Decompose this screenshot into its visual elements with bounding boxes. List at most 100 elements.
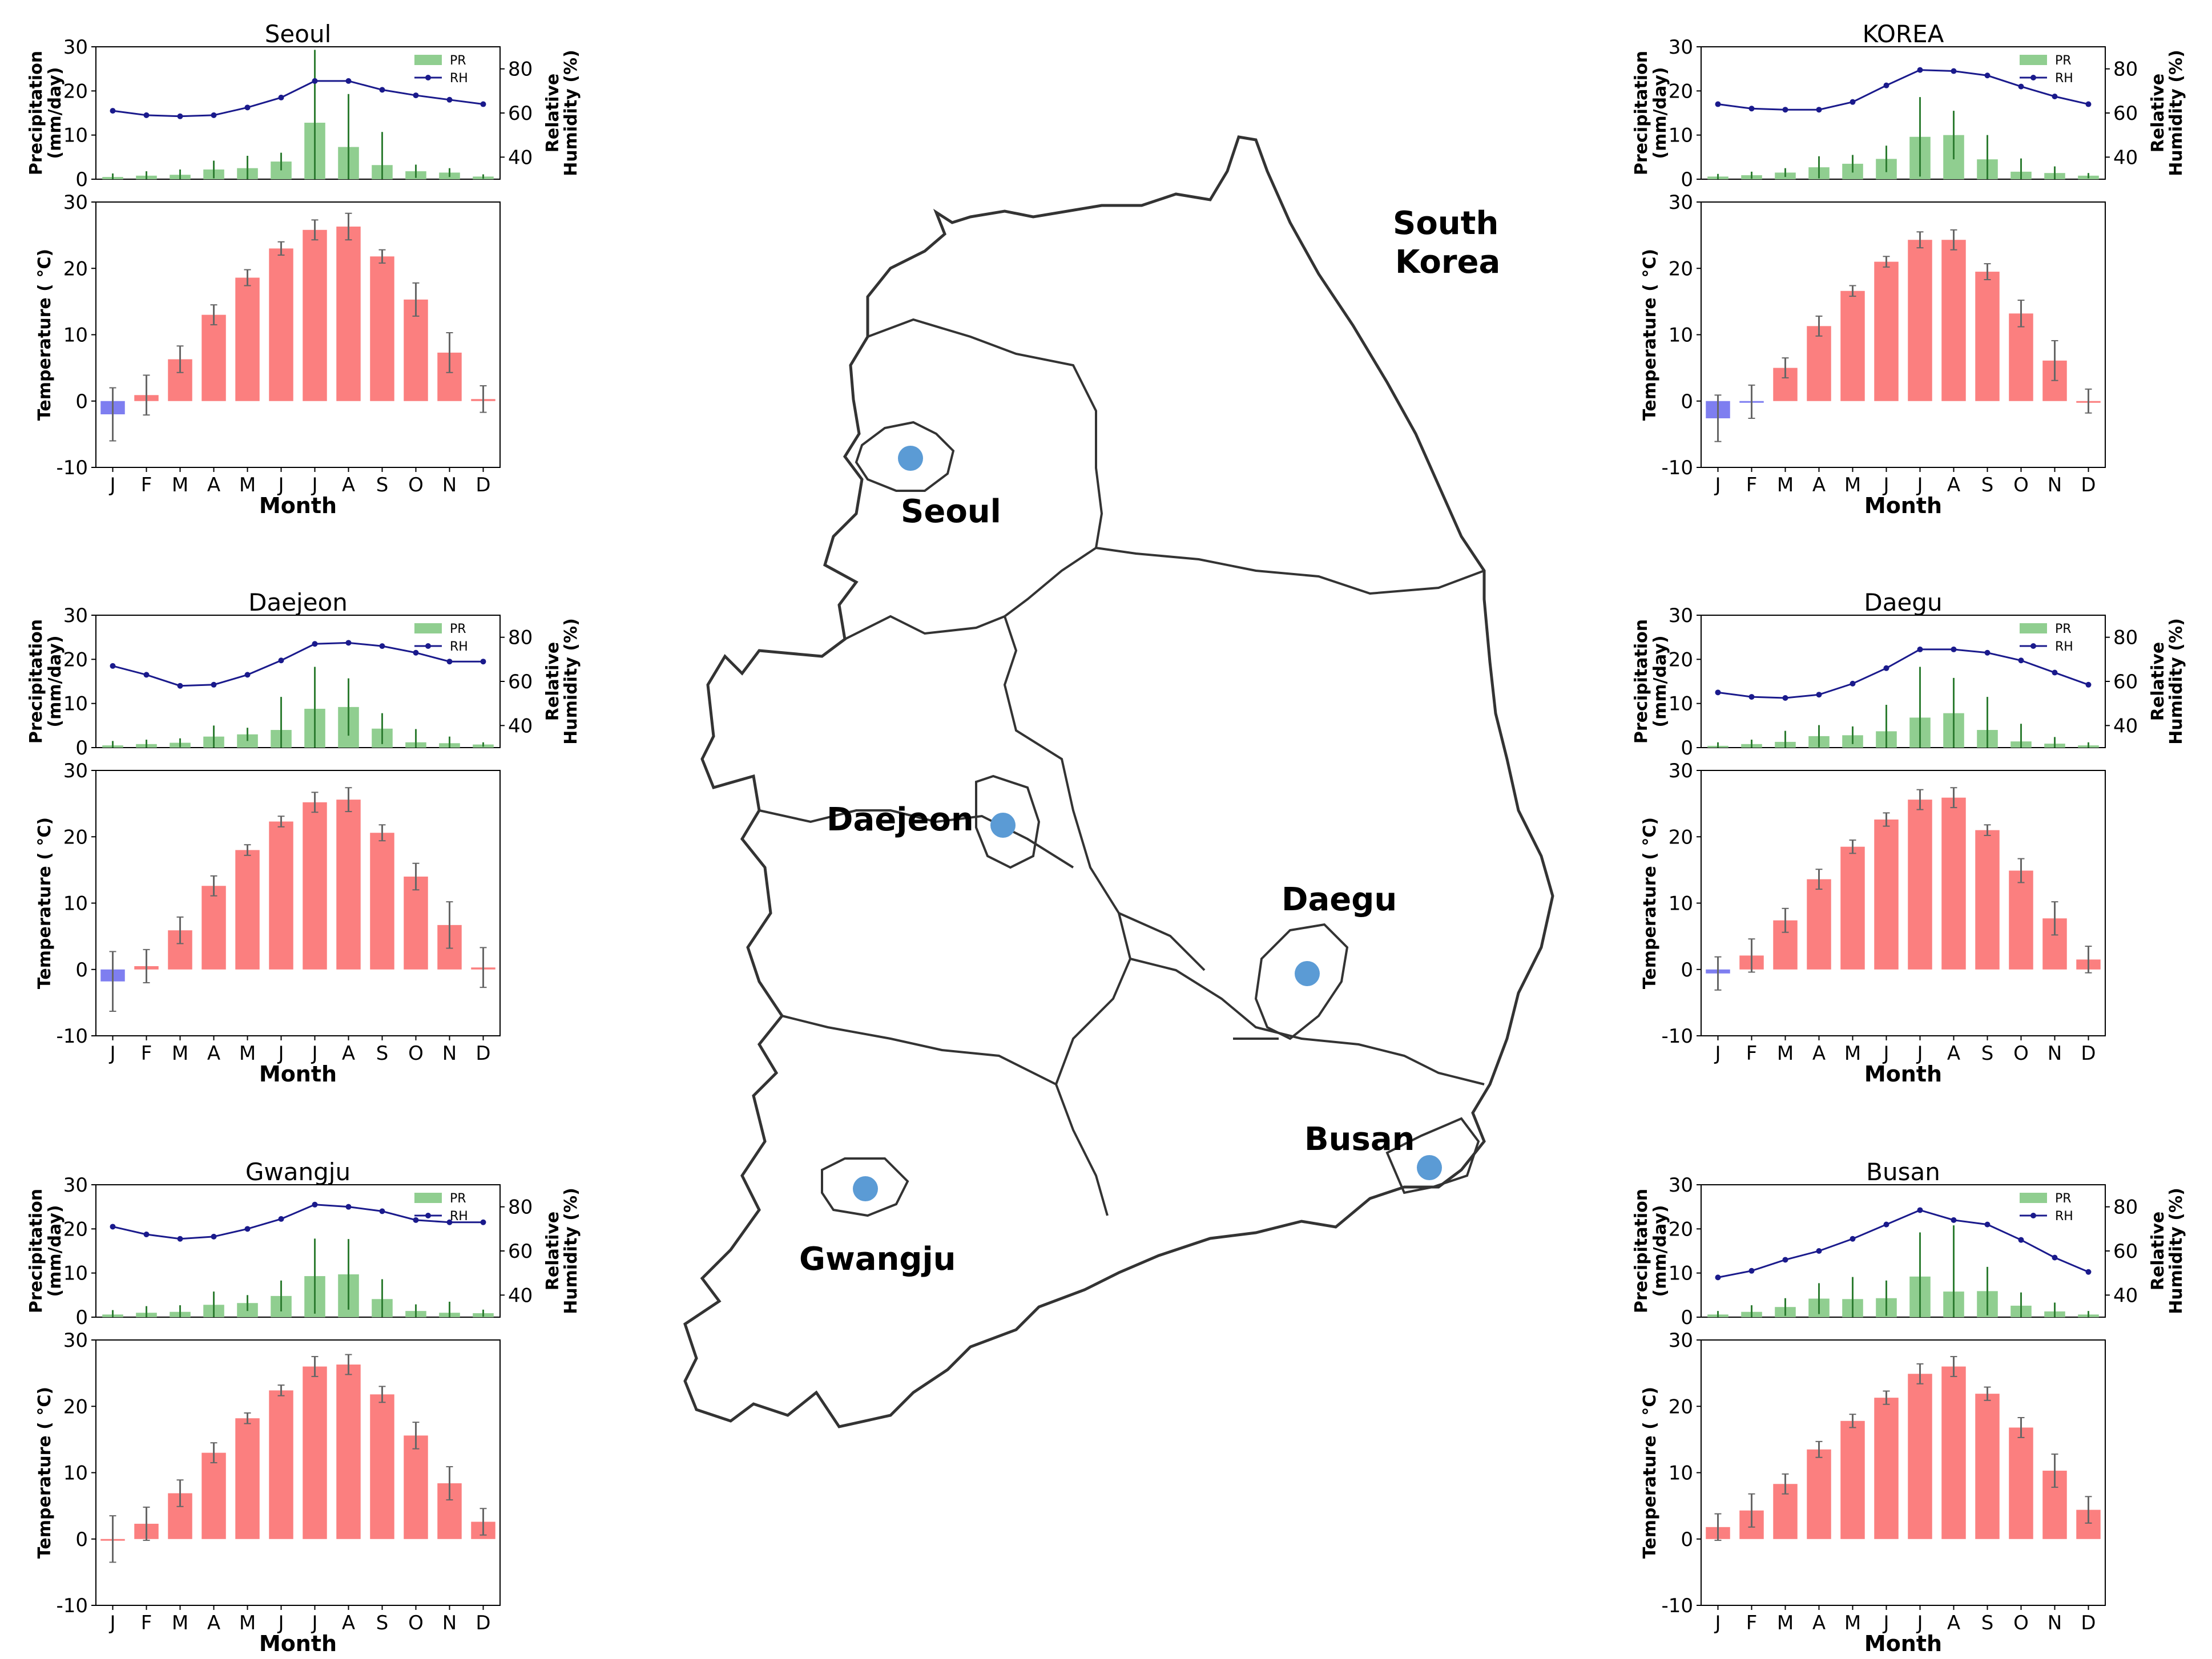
temp-bar <box>1807 1449 1831 1539</box>
legend-rh-marker <box>2030 643 2036 649</box>
precip-axis-label-2: (mm/day) <box>1650 1205 1670 1297</box>
month-tick-label: O <box>2013 1042 2029 1065</box>
legend-rh-label: RH <box>2055 640 2073 654</box>
legend-pr-label: PR <box>2055 1192 2072 1206</box>
temp-bar <box>1908 240 1932 401</box>
temp-frame <box>1701 770 2106 1036</box>
legend-pr-label: PR <box>450 622 466 636</box>
temp-axis-label: Temperature ( °C) <box>1640 1387 1660 1559</box>
legend-pr-label: PR <box>2055 622 2072 636</box>
charts-layer: Seoul0102030406080PRRHPrecipitation(mm/d… <box>26 20 2186 1656</box>
province-borders <box>759 318 1485 1216</box>
precip-tick-label: 10 <box>1669 1262 1693 1285</box>
korea-map: Seoul Daejeon Daegu Busan Gwangju South … <box>683 135 1554 1428</box>
rh-point <box>379 1208 385 1214</box>
precip-tick-label: 0 <box>1681 737 1693 760</box>
temp-bar <box>235 277 260 401</box>
city-label-gwangju: Gwangju <box>799 1241 956 1278</box>
temp-bar <box>303 1366 327 1539</box>
precip-tick-label: 20 <box>63 1218 88 1241</box>
month-tick-label: A <box>1812 1042 1826 1065</box>
rh-point <box>1883 665 1889 671</box>
temp-tick-label: 20 <box>1669 257 1693 280</box>
rh-point <box>244 672 251 678</box>
month-tick-label: J <box>1714 1042 1721 1065</box>
temp-bar <box>404 877 428 970</box>
temp-axis-label: Temperature ( °C) <box>35 249 55 421</box>
rh-point <box>211 681 217 688</box>
rh-point <box>1883 82 1889 88</box>
x-axis-label: Month <box>259 493 337 518</box>
month-tick-label: J <box>1714 1612 1721 1634</box>
temp-tick-label: 0 <box>75 1528 88 1551</box>
month-tick-label: J <box>1916 1042 1923 1065</box>
gwangju-outline <box>821 1157 909 1217</box>
temp-tick-label: 0 <box>1681 390 1693 413</box>
month-tick-label: J <box>277 474 284 497</box>
month-tick-label: S <box>376 1042 389 1065</box>
rh-point <box>2052 669 2058 676</box>
rh-tick-label: 60 <box>508 671 533 693</box>
month-tick-label: D <box>476 1612 490 1634</box>
temp-bar <box>336 1365 361 1539</box>
month-tick-label: M <box>239 1042 256 1065</box>
rh-tick-label: 40 <box>2113 715 2138 737</box>
legend-pr-swatch <box>414 623 442 633</box>
precip-tick-label: 30 <box>63 604 88 627</box>
temp-tick-label: -10 <box>56 1595 88 1617</box>
rh-point <box>211 1233 217 1240</box>
korea-outline <box>683 135 1554 1428</box>
x-axis-label: Month <box>1864 1061 1942 1087</box>
month-tick-label: M <box>172 474 188 497</box>
month-tick-label: J <box>1916 474 1923 497</box>
month-tick-label: N <box>2048 1612 2062 1634</box>
precip-tick-label: 10 <box>63 693 88 716</box>
rh-point <box>2085 101 2092 107</box>
precip-tick-label: 20 <box>63 648 88 671</box>
rh-point <box>110 663 116 669</box>
city-marker-gwangju <box>853 1176 878 1201</box>
precip-tick-label: 30 <box>1669 1174 1693 1197</box>
month-tick-label: O <box>2013 474 2029 497</box>
rh-point <box>1816 692 1822 698</box>
rh-point <box>1816 107 1822 113</box>
month-tick-label: A <box>1947 1042 1960 1065</box>
precip-tick-label: 30 <box>1669 604 1693 627</box>
temp-tick-label: 30 <box>1669 1329 1693 1352</box>
chart-korea: KOREA 0 10 20 30 40 60 80 PR RH Precipitation(mm/d… <box>1631 20 2186 518</box>
temp-bar <box>1941 797 1966 970</box>
month-tick-label: M <box>172 1042 188 1065</box>
chart-title: Seoul <box>265 20 331 48</box>
rh-point <box>1951 646 1957 652</box>
rh-point <box>312 78 318 84</box>
temp-bar <box>235 1418 260 1539</box>
month-tick-label: M <box>1777 1042 1794 1065</box>
temp-bar <box>404 1435 428 1539</box>
rh-point <box>446 1219 453 1225</box>
precip-axis-label-1: Precipitation <box>26 1189 46 1313</box>
temp-frame <box>1701 201 2106 468</box>
temp-tick-label: 30 <box>1669 191 1693 214</box>
rh-point <box>1816 1248 1822 1254</box>
temp-bar <box>1975 272 2000 401</box>
month-tick-label: J <box>1882 1042 1889 1065</box>
temp-bar <box>1874 820 1899 970</box>
month-tick-label: J <box>311 474 317 497</box>
month-tick-label: M <box>1777 474 1794 497</box>
rh-point <box>413 1217 419 1223</box>
chart-title: Daejeon <box>248 588 348 616</box>
rh-point <box>2052 94 2058 99</box>
rh-line <box>112 80 484 118</box>
rh-axis-label-2: Humidity (%) <box>561 1188 581 1314</box>
legend-pr-swatch <box>2020 623 2047 633</box>
month-tick-label: N <box>442 474 457 497</box>
temp-tick-label: 0 <box>75 959 88 982</box>
month-tick-label: J <box>1882 1612 1889 1634</box>
rh-axis-label-2: Humidity (%) <box>561 618 581 745</box>
precip-tick-label: 0 <box>75 168 88 191</box>
month-tick-label: F <box>1746 474 1758 497</box>
temp-tick-label: 0 <box>1681 959 1693 982</box>
legend-rh-marker <box>425 1213 431 1218</box>
legend-pr-swatch <box>414 55 442 65</box>
rh-tick-label: 60 <box>2113 102 2138 125</box>
